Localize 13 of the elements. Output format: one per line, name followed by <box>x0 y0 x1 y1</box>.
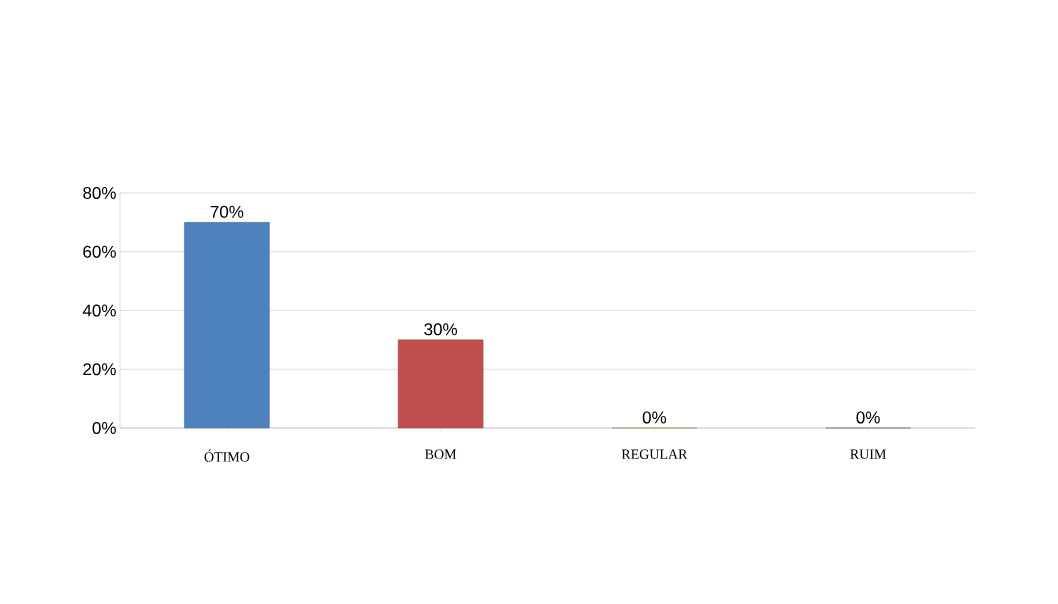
y-tick-label: 20% <box>83 363 116 376</box>
data-label: 30% <box>424 323 458 336</box>
x-tick-label: BOM <box>425 449 457 459</box>
y-tick-label: 60% <box>83 245 116 258</box>
y-tick-label: 80% <box>83 186 116 200</box>
x-tick-label: REGULAR <box>621 449 688 459</box>
data-label: 0% <box>856 411 880 424</box>
x-tick-label: ÓTIMO <box>204 449 250 462</box>
x-tick-label: RUIM <box>850 449 886 459</box>
data-label: 70% <box>210 205 244 218</box>
y-tick-label: 40% <box>82 304 116 317</box>
data-label: 0% <box>642 411 667 424</box>
y-tick-label: 0% <box>92 421 116 435</box>
